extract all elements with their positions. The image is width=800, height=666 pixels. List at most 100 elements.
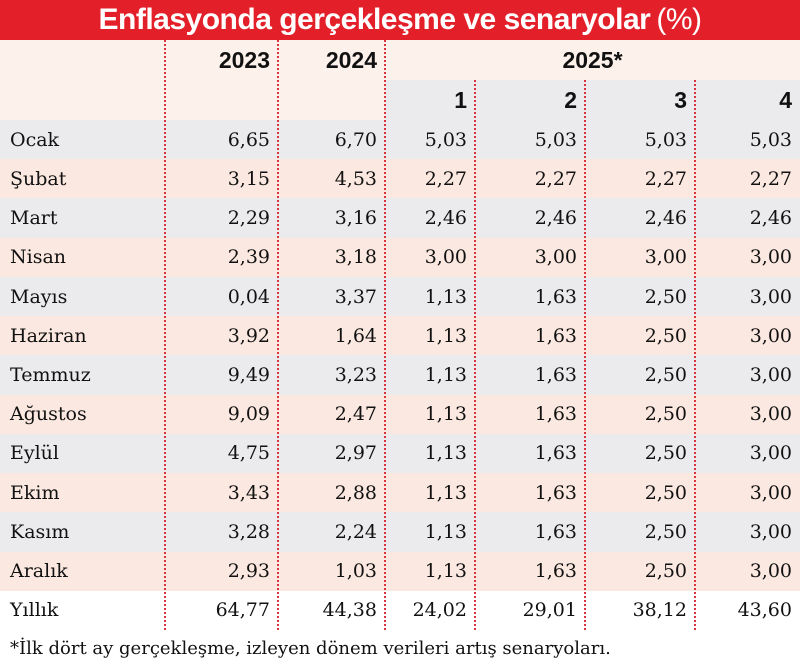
cell: 2,46 [534, 207, 577, 230]
year-header: 2023 [218, 46, 270, 73]
title-bar: Enflasyonda gerçekleşme ve senaryolar (%… [0, 0, 800, 40]
cell: 1,63 [534, 481, 577, 504]
cell: 1,63 [534, 442, 577, 465]
cell: 3,00 [749, 363, 792, 386]
cell: 2,88 [334, 481, 377, 504]
row-label: Temmuz [10, 363, 91, 386]
row-bg [0, 590, 800, 630]
title-unit: (%) [656, 3, 702, 36]
title: Enflasyonda gerçekleşme ve senaryolar [98, 3, 651, 36]
cell: 3,92 [227, 324, 270, 347]
column-divider [584, 80, 586, 630]
row-label: Mayıs [10, 285, 68, 308]
cell: 3,00 [749, 481, 792, 504]
cell: 3,18 [334, 246, 377, 269]
cell: 1,13 [424, 285, 467, 308]
row-label: Nisan [10, 246, 67, 269]
cell: 3,00 [749, 520, 792, 543]
row-label: Ağustos [10, 403, 87, 426]
cell: 3,00 [749, 324, 792, 347]
row-bg [0, 159, 800, 199]
scenario-header: 2 [564, 86, 577, 113]
cell: 2,50 [644, 285, 687, 308]
cell: 5,03 [534, 128, 577, 151]
cell: 3,43 [227, 481, 270, 504]
header-bg [385, 80, 800, 120]
row-bg [0, 473, 800, 513]
row-label: Haziran [10, 324, 87, 347]
cell: 1,64 [334, 324, 377, 347]
cell: 1,63 [534, 363, 577, 386]
cell: 3,16 [334, 207, 377, 230]
cell: 3,00 [644, 246, 687, 269]
cell: 6,65 [227, 128, 270, 151]
cell: 2,24 [334, 520, 377, 543]
cell: 2,29 [227, 207, 270, 230]
cell: 2,50 [644, 481, 687, 504]
cell: 1,63 [534, 560, 577, 583]
cell: 2,50 [644, 442, 687, 465]
cell: 3,00 [749, 442, 792, 465]
column-divider [694, 80, 696, 630]
cell: 2,27 [534, 167, 577, 190]
footnote: *İlk dört ay gerçekleşme, izleyen dönem … [10, 637, 611, 659]
cell: 2,39 [227, 246, 270, 269]
cell: 3,00 [534, 246, 577, 269]
row-bg [0, 120, 800, 160]
scenario-header: 4 [779, 86, 792, 113]
column-divider [164, 40, 166, 630]
cell: 1,63 [534, 285, 577, 308]
row-label: Ekim [10, 481, 60, 504]
row-bg [0, 355, 800, 395]
row-label: Şubat [10, 167, 67, 190]
cell: 9,09 [227, 403, 270, 426]
cell: 2,50 [644, 324, 687, 347]
row-bg [0, 551, 800, 591]
scenario-header: 1 [454, 86, 467, 113]
cell: 3,37 [334, 285, 377, 308]
cell: 4,75 [227, 442, 270, 465]
row-label: Kasım [10, 520, 70, 543]
cell: 1,13 [424, 403, 467, 426]
cell: 6,70 [334, 128, 377, 151]
cell: 3,00 [749, 560, 792, 583]
cell: 0,04 [227, 285, 270, 308]
header-bg [0, 40, 800, 80]
cell: 2,46 [749, 207, 792, 230]
cell: 5,03 [749, 128, 792, 151]
row-label: Eylül [10, 442, 59, 465]
row-bg [0, 433, 800, 474]
year-header: 2024 [325, 46, 377, 73]
cell: 2,27 [749, 167, 792, 190]
cell: 64,77 [215, 599, 270, 622]
scenario-header: 3 [674, 86, 687, 113]
row-bg [0, 198, 800, 238]
cell: 3,15 [227, 167, 270, 190]
cell: 38,12 [632, 599, 687, 622]
cell: 2,93 [227, 560, 270, 583]
cell: 3,00 [749, 246, 792, 269]
cell: 2,46 [644, 207, 687, 230]
cell: 2,97 [334, 442, 377, 465]
cell: 3,00 [749, 403, 792, 426]
cell: 3,28 [227, 520, 270, 543]
cell: 1,13 [424, 520, 467, 543]
cell: 2,27 [644, 167, 687, 190]
cell: 43,60 [737, 599, 792, 622]
cell: 1,63 [534, 403, 577, 426]
row-label: Mart [10, 207, 58, 230]
header-bg [0, 80, 385, 120]
cell: 1,13 [424, 442, 467, 465]
cell: 1,63 [534, 520, 577, 543]
cell: 1,13 [424, 324, 467, 347]
cell: 3,00 [749, 285, 792, 308]
column-divider [277, 40, 279, 630]
cell: 44,38 [322, 599, 377, 622]
cell: 2,46 [424, 207, 467, 230]
cell: 24,02 [412, 599, 467, 622]
column-divider [474, 80, 476, 630]
cell: 3,00 [424, 246, 467, 269]
cell: 2,50 [644, 403, 687, 426]
row-bg [0, 316, 800, 356]
